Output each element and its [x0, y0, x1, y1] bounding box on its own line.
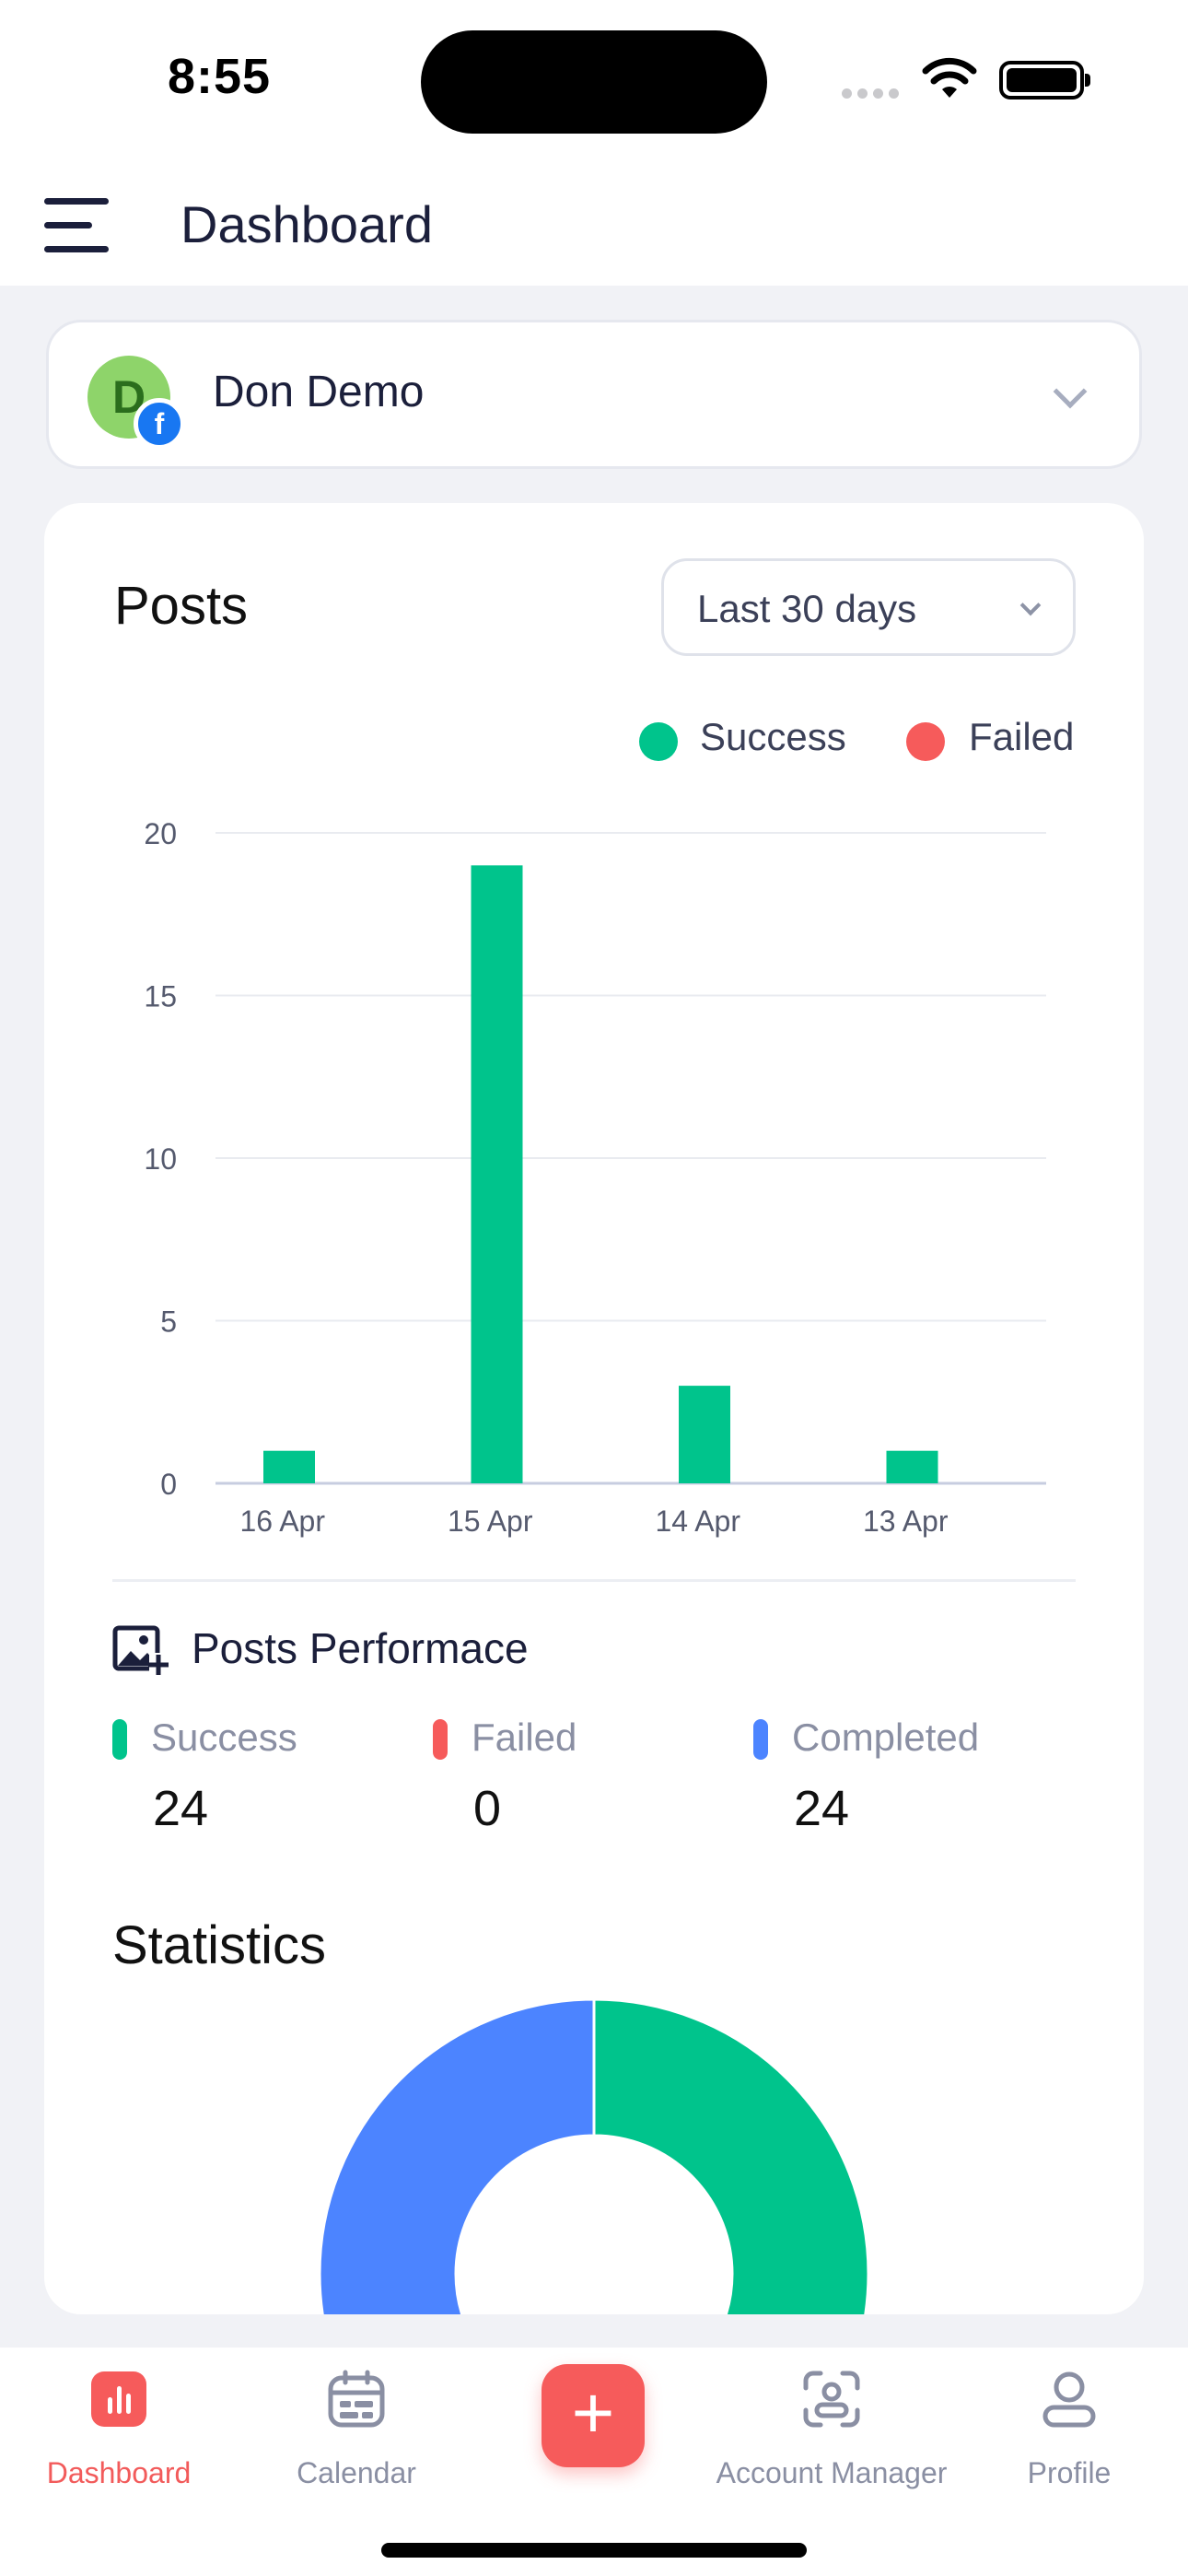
bar-success [263, 1450, 315, 1483]
avatar: D [87, 356, 170, 439]
page-title: Dashboard [181, 195, 433, 253]
legend-success-dot [639, 722, 678, 761]
statistics-donut-chart [318, 1997, 870, 2314]
menu-icon[interactable] [44, 198, 114, 253]
dashboard-card: Posts Last 30 days Success Failed 0 5 10 15… [44, 503, 1144, 2314]
date-range-select[interactable]: Last 30 days [661, 558, 1076, 656]
stat-completed-value: 24 [794, 1781, 850, 1836]
status-time: 8:55 [168, 49, 272, 104]
home-indicator [381, 2543, 807, 2558]
date-range-value: Last 30 days [697, 587, 917, 630]
posts-bar-chart: 0 5 10 15 20 16 Apr 15 Apr 14 Apr 13 Apr [144, 817, 1046, 1538]
dynamic-island [421, 30, 767, 134]
donut-slice-success [592, 1997, 870, 2314]
status-bar: 8:55 [0, 0, 1188, 161]
divider [112, 1579, 1076, 1582]
stat-failed-value: 0 [473, 1781, 502, 1836]
x-tick-label: 16 Apr [239, 1505, 325, 1538]
posts-title: Posts [114, 576, 249, 636]
statistics-title: Statistics [112, 1915, 327, 1975]
y-tick-label: 0 [160, 1468, 177, 1501]
account-manager-icon [803, 2371, 860, 2428]
nav-account-manager-label: Account Manager [716, 2456, 948, 2489]
cellular-signal-icon [842, 87, 904, 103]
nav-profile[interactable]: Profile [950, 2348, 1188, 2532]
image-add-icon [112, 1625, 169, 1675]
y-tick-label: 20 [144, 817, 177, 850]
y-tick-label: 10 [144, 1142, 177, 1176]
x-tick-label: 13 Apr [863, 1505, 949, 1538]
wifi-icon [922, 57, 977, 98]
chevron-down-icon [1053, 374, 1088, 409]
x-tick-label: 14 Apr [655, 1505, 740, 1538]
calendar-icon [328, 2370, 385, 2428]
nav-calendar[interactable]: Calendar [238, 2348, 475, 2532]
account-selector[interactable]: D f Don Demo [46, 320, 1142, 469]
performance-title: Posts Performace [192, 1624, 529, 1672]
nav-account-manager[interactable]: Account Manager [713, 2348, 950, 2532]
donut-slice-completed [318, 1997, 596, 2314]
stat-success-marker [112, 1719, 127, 1760]
stat-failed-marker [433, 1719, 448, 1760]
bar-chart-icon [91, 2371, 146, 2427]
y-tick-label: 5 [160, 1306, 177, 1339]
profile-icon [1042, 2371, 1096, 2428]
legend-failed[interactable]: Failed [969, 715, 1075, 758]
bar-success [886, 1450, 938, 1483]
facebook-icon: f [134, 398, 185, 450]
stat-failed-label: Failed [472, 1715, 577, 1759]
app-header: Dashboard [0, 161, 1188, 286]
account-name: Don Demo [213, 368, 425, 416]
y-tick-label: 15 [144, 980, 177, 1013]
nav-profile-label: Profile [1027, 2456, 1112, 2489]
stat-success-value: 24 [153, 1781, 209, 1836]
stat-completed-label: Completed [792, 1715, 980, 1759]
add-post-button[interactable]: + [542, 2364, 645, 2467]
battery-icon [999, 61, 1090, 100]
bar-success [679, 1386, 730, 1483]
nav-dashboard-label: Dashboard [46, 2456, 192, 2489]
legend-failed-dot [906, 722, 945, 761]
stat-completed-marker [753, 1719, 768, 1760]
x-tick-label: 15 Apr [448, 1505, 533, 1538]
bottom-navigation: Dashboard Calendar + Account Manager Pro… [0, 2348, 1188, 2576]
nav-calendar-label: Calendar [297, 2456, 416, 2489]
stat-success-label: Success [151, 1715, 297, 1759]
legend-success[interactable]: Success [700, 715, 846, 758]
nav-dashboard[interactable]: Dashboard [0, 2348, 238, 2532]
bar-success [471, 865, 523, 1483]
